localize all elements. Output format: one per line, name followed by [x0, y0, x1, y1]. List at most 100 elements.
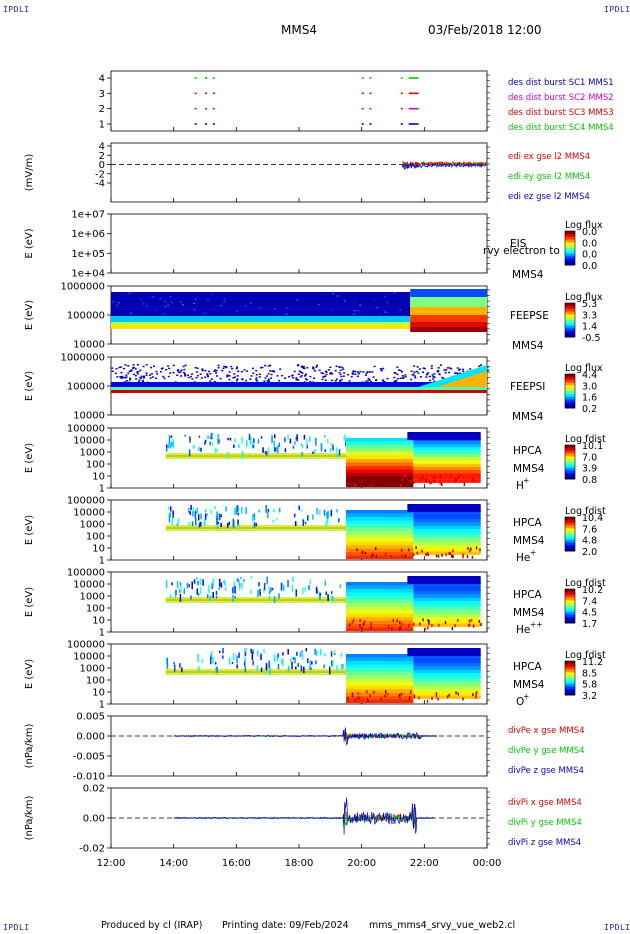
spectrum-pixel [312, 514, 314, 520]
spectrum-pixel [243, 369, 246, 371]
spectrum-pixel [328, 666, 331, 675]
colorbar-segment [565, 308, 575, 312]
spectrum-pixel [273, 595, 276, 603]
spectrum-pixel [118, 366, 121, 369]
spectrum-block [407, 576, 481, 584]
spectrum-block [346, 552, 414, 556]
spectrum-pixel [404, 474, 407, 478]
spectrum-pixel [362, 697, 364, 701]
spectrum-pixel [295, 377, 298, 379]
spectrum-pixel [356, 375, 359, 378]
spectrum-block [413, 463, 481, 467]
spectrum-pixel [191, 581, 193, 590]
legend-entry: divPi z gse MMS4 [508, 838, 581, 848]
colorbar-segment [565, 303, 575, 307]
spectrum-pixel [214, 506, 216, 509]
spectrum-pixel [266, 380, 269, 382]
spectrum-pixel [422, 618, 424, 622]
spectrum-pixel [426, 552, 429, 556]
spectrum-pixel [413, 375, 416, 377]
colorbar-segment [565, 402, 575, 406]
spectrum-pixel [352, 618, 355, 622]
spectrum-pixel [154, 309, 157, 311]
spectrum-pixel [351, 620, 354, 624]
spectrum-pixel [340, 663, 343, 671]
spectrum-pixel [168, 514, 170, 517]
colorbar-segment [565, 519, 575, 524]
y-tick-label: 1000000 [60, 353, 105, 364]
spectrum-pixel [455, 477, 458, 481]
y-axis-label: E (eV) [24, 515, 35, 545]
spectrum-pixel [267, 378, 270, 381]
spectrum-pixel [427, 479, 430, 483]
spectrum-pixel [189, 511, 191, 515]
spectrum-pixel [244, 666, 247, 673]
spectrum-pixel [228, 378, 231, 381]
hpca-spectrogram [165, 504, 481, 560]
colorbar-segment [565, 608, 575, 613]
spectrum-pixel [214, 369, 217, 372]
spectrum-pixel [457, 692, 459, 696]
spectrum-block [346, 473, 414, 477]
spectrum-pixel [122, 367, 125, 370]
spectrum-pixel [292, 445, 295, 449]
spectrum-pixel [437, 554, 440, 558]
spectrum-pixel [455, 478, 457, 482]
spectrum-pixel [159, 298, 162, 300]
colorbar-segment [565, 611, 575, 615]
spectrum-pixel [177, 369, 180, 371]
species-label: He [516, 552, 530, 564]
spectrum-pixel [188, 521, 191, 526]
spectrum-pixel [318, 591, 321, 597]
spectrum-pixel [270, 377, 273, 379]
spectrum-pixel [400, 548, 403, 552]
spectrum-pixel [358, 696, 361, 700]
spectrum-pixel [467, 546, 469, 550]
spectrum-pixel [260, 653, 262, 661]
panel-3 [107, 213, 490, 274]
spectrum-block [413, 692, 481, 696]
spectrum-block [346, 520, 414, 525]
spectrum-pixel [342, 368, 345, 370]
spectrum-pixel [322, 376, 325, 378]
spectrum-pixel [180, 584, 182, 592]
spectrum-pixel [370, 474, 372, 478]
spectrum-pixel [445, 553, 447, 557]
spectrum-pixel [336, 509, 338, 513]
spectrum-pixel [206, 299, 209, 301]
y-tick-label: 1 [99, 700, 105, 711]
spectrum-pixel [268, 590, 271, 595]
colorbar-segment [565, 376, 575, 381]
spectrum-pixel [256, 665, 259, 672]
spectrum-pixel [449, 367, 452, 369]
spectrum-pixel [200, 513, 202, 520]
y-tick-label: 2 [99, 104, 105, 115]
spectrum-pixel [462, 555, 464, 559]
spectrum-pixel [452, 549, 454, 553]
spectrum-pixel [330, 509, 333, 517]
spectrum-pixel [349, 623, 351, 627]
colorbar-segment [565, 311, 575, 315]
spectrum-pixel [168, 516, 171, 523]
spectrum-pixel [218, 578, 221, 582]
spectrum-block [346, 661, 414, 665]
colorbar-segment [565, 666, 575, 670]
spectrum-pixel [365, 380, 368, 383]
spectrum-pixel [165, 445, 168, 448]
spectrum-pixel [145, 305, 148, 307]
spectrum-pixel [213, 370, 216, 373]
spectrum-pixel [406, 477, 409, 481]
spectrum-block [346, 513, 414, 518]
spectrum-pixel [296, 651, 298, 656]
spectrum-pixel [430, 365, 433, 367]
y-tick-label: 100000 [67, 496, 105, 507]
spectrum-pixel [319, 592, 321, 597]
spectrum-pixel [263, 588, 265, 593]
spectrum-pixel [233, 581, 235, 588]
y-tick-label: 0.00 [83, 814, 105, 825]
spectrum-pixel [195, 517, 197, 526]
colorbar-segment [565, 374, 575, 378]
colorbar-segment [565, 236, 575, 240]
spectrum-pixel [168, 367, 171, 370]
spectrum-block [346, 545, 414, 549]
